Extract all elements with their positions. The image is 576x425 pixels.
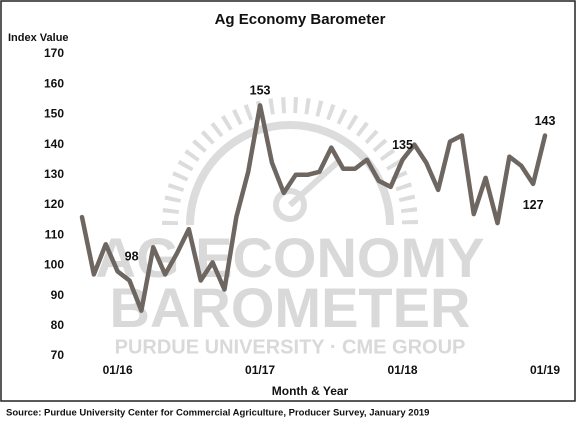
y-tick-label: 130 bbox=[44, 167, 64, 181]
source-note: Source: Purdue University Center for Com… bbox=[6, 408, 429, 419]
x-tick-label: 01/19 bbox=[530, 363, 560, 377]
y-tick-label: 170 bbox=[44, 46, 64, 60]
data-label: 153 bbox=[250, 84, 271, 98]
y-tick-label: 100 bbox=[44, 258, 64, 272]
x-tick-label: 01/16 bbox=[103, 363, 133, 377]
data-label: 143 bbox=[535, 114, 556, 128]
data-label: 127 bbox=[523, 198, 544, 212]
watermark-line: PURDUE UNIVERSITY · CME GROUP bbox=[115, 336, 466, 358]
y-tick-label: 110 bbox=[45, 227, 65, 241]
x-axis-label: Month & Year bbox=[272, 384, 349, 398]
y-tick-label: 150 bbox=[44, 107, 64, 121]
y-tick-label: 160 bbox=[44, 76, 64, 90]
data-label: 135 bbox=[392, 138, 413, 152]
y-tick-label: 80 bbox=[51, 318, 65, 332]
data-label: 98 bbox=[125, 250, 139, 264]
chart-title: Ag Economy Barometer bbox=[215, 11, 386, 28]
y-tick-label: 90 bbox=[51, 288, 65, 302]
chart: AG ECONOMY BAROMETER PURDUE UNIVERSITY ·… bbox=[0, 0, 576, 425]
y-axis-label: Index Value bbox=[8, 32, 69, 44]
watermark-gauge bbox=[170, 105, 410, 225]
x-tick-label: 01/17 bbox=[245, 363, 275, 377]
y-tick-label: 70 bbox=[51, 348, 65, 362]
x-tick-label: 01/18 bbox=[388, 363, 418, 377]
y-tick-label: 120 bbox=[44, 197, 64, 211]
watermark-line: BAROMETER bbox=[110, 276, 471, 339]
y-tick-label: 140 bbox=[44, 137, 64, 151]
